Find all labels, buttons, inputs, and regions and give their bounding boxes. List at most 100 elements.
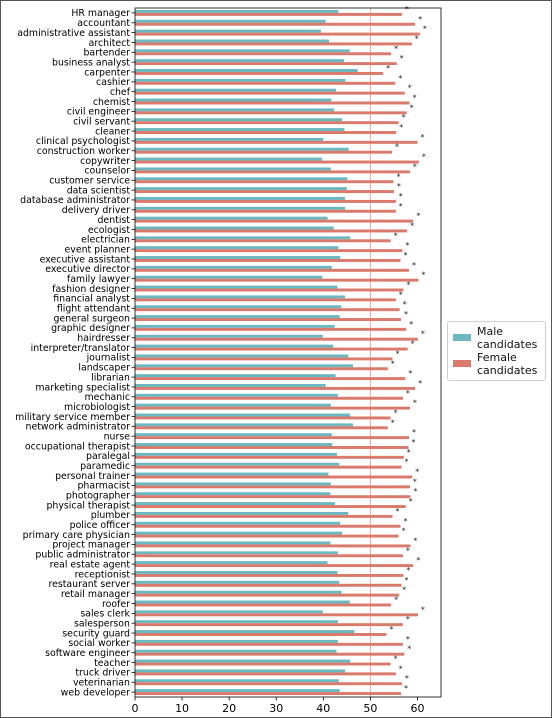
y-tick-label: interpreter/translator — [31, 343, 131, 354]
significance-marker: * — [406, 389, 410, 398]
y-tick-label: executive assistant — [40, 254, 131, 265]
bar-male — [135, 295, 345, 299]
significance-marker: * — [399, 123, 403, 132]
bar-male — [135, 472, 329, 476]
y-tick-label: landscaper — [78, 363, 130, 374]
bar-female — [135, 42, 412, 46]
bar-male — [135, 49, 350, 53]
bar-male — [135, 98, 332, 102]
significance-marker: * — [391, 418, 395, 427]
bar-female — [135, 357, 393, 361]
plot-frame — [134, 7, 442, 698]
bar-male — [135, 492, 331, 496]
y-tick-label: web developer — [61, 687, 130, 698]
bar-male — [135, 531, 343, 535]
significance-marker: * — [421, 271, 425, 280]
significance-marker: * — [407, 645, 411, 654]
significance-marker: * — [416, 212, 420, 221]
bar-female — [135, 633, 387, 636]
y-tick-label: copywriter — [80, 156, 130, 167]
legend-swatch-female — [453, 360, 471, 367]
bar-female — [135, 52, 392, 56]
significance-marker: * — [405, 674, 409, 683]
bar-male — [135, 384, 326, 387]
significance-marker: * — [404, 310, 408, 319]
x-tick-label: 30 — [269, 702, 283, 715]
bar-male — [135, 59, 345, 63]
bar-female — [135, 131, 397, 134]
y-tick-label: database administrator — [20, 195, 130, 206]
bar-male — [135, 128, 345, 132]
bar-male — [135, 482, 331, 486]
significance-marker: * — [406, 546, 410, 555]
significance-marker: * — [413, 536, 417, 545]
bar-female — [135, 101, 410, 105]
legend-label-female: Female candidates — [477, 351, 538, 377]
bar-female — [135, 258, 401, 262]
y-tick-label: microbiologist — [64, 402, 130, 413]
bar-male — [135, 443, 333, 446]
bar-female — [135, 377, 406, 381]
significance-marker: * — [394, 231, 398, 240]
bar-male — [135, 669, 345, 673]
bar-male — [135, 462, 340, 466]
significance-marker: * — [406, 635, 410, 644]
significance-marker: * — [404, 576, 408, 585]
bar-female — [135, 446, 409, 449]
bar-female — [135, 603, 392, 607]
bar-female — [135, 682, 402, 686]
bar-female — [135, 475, 413, 479]
bar-male — [135, 334, 323, 338]
bar-male — [135, 177, 348, 181]
y-tick-label: data scientist — [67, 185, 131, 196]
significance-marker: * — [420, 133, 424, 142]
bar-female — [135, 140, 418, 144]
bar-female — [135, 662, 391, 666]
y-tick-label: graphic designer — [51, 323, 130, 334]
significance-marker: * — [404, 251, 408, 260]
bar-female — [135, 623, 403, 627]
legend-label-female-line2: candidates — [477, 363, 538, 377]
bar-female — [135, 485, 410, 489]
bar-female — [135, 672, 396, 676]
bar-male — [135, 236, 351, 240]
bar-female — [135, 416, 391, 420]
bar-male — [135, 315, 340, 319]
y-tick-label: HR manager — [71, 8, 130, 19]
bar-male — [135, 639, 338, 643]
bar-male — [135, 393, 338, 397]
y-tick-label: social worker — [68, 638, 130, 649]
bar-female — [135, 406, 410, 410]
bar-female — [135, 505, 406, 509]
significance-marker: * — [402, 527, 406, 536]
bar-female — [135, 386, 416, 390]
bar-male — [135, 39, 329, 43]
bar-male — [135, 561, 328, 565]
y-tick-label: roofer — [102, 599, 130, 610]
significance-marker: * — [422, 153, 426, 162]
bar-female — [135, 337, 418, 341]
bar-female — [135, 455, 404, 459]
bar-female — [135, 514, 393, 518]
bar-female — [135, 318, 401, 321]
y-tick-label: business analyst — [52, 57, 130, 68]
bar-female — [135, 495, 411, 499]
significance-marker: * — [418, 15, 422, 24]
bar-female — [135, 199, 396, 203]
bar-male — [135, 511, 349, 515]
y-tick-label: chef — [110, 87, 131, 98]
bar-male — [135, 226, 334, 230]
bar-female — [135, 32, 420, 36]
y-tick-label: public administrator — [35, 550, 130, 561]
bar-female — [135, 436, 409, 440]
y-tick-label: clinical psychologist — [36, 136, 130, 147]
bar-female — [135, 71, 384, 75]
significance-marker: * — [413, 162, 417, 171]
bar-male — [135, 659, 351, 663]
bar-male — [135, 452, 337, 456]
significance-marker: * — [395, 143, 399, 152]
significance-marker: * — [415, 468, 419, 477]
significance-marker: * — [394, 595, 398, 604]
y-tick-label: financial analyst — [53, 294, 130, 305]
bar-male — [135, 374, 336, 378]
